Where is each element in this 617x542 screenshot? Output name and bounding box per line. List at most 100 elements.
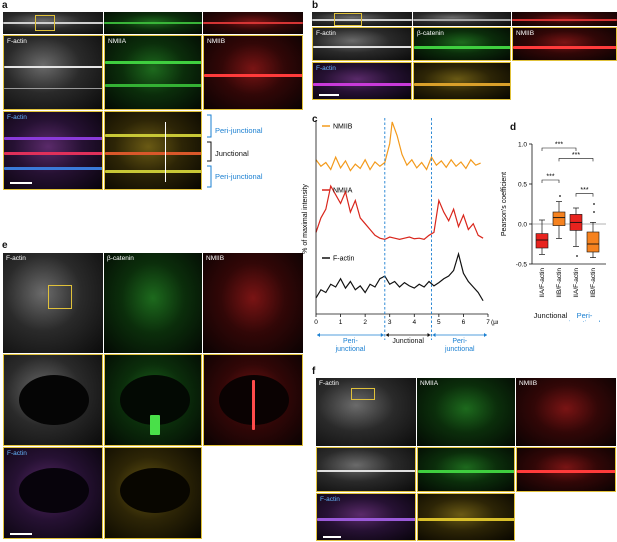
panel-e-zoom-nmiib	[203, 354, 303, 446]
scale-bar	[10, 533, 32, 535]
panel-f-overview-nmiia: NMIIA	[417, 378, 515, 446]
group-label-1: junctional	[568, 319, 601, 322]
channel-label: NMIIB	[519, 380, 538, 387]
region-arrowhead-right-0	[380, 333, 384, 337]
channel-label: F-actin	[7, 114, 27, 121]
channel-label: NMIIA	[420, 380, 439, 387]
significance-label: ***	[555, 142, 563, 149]
x-tick-label: 7	[486, 319, 490, 326]
x-tick-label: 0	[314, 319, 318, 326]
x-tick-label: 5	[437, 319, 441, 326]
panel-label-b: b	[312, 0, 319, 11]
category-label: IIA/F-actin	[573, 268, 580, 298]
panel-label-a: a	[2, 0, 8, 11]
legend-label-2: F-actin	[333, 256, 355, 263]
box-1	[552, 211, 566, 226]
channel-label: NMIIA	[108, 38, 127, 45]
significance-label: ***	[546, 174, 554, 181]
panel-f: F-actin NMIIA NMIIB F-actin	[316, 378, 616, 542]
panel-a-overview-factin	[3, 12, 103, 34]
panel-b-overview-nmiib	[512, 12, 617, 26]
category-label: IIB/F-actin	[590, 268, 597, 298]
significance-bracket	[575, 193, 594, 197]
panel-f-merge: F-actin	[316, 493, 416, 541]
x-tick-label: 4	[412, 319, 416, 326]
x-tick-label: 6	[462, 319, 466, 326]
channel-label: NMIIB	[207, 38, 226, 45]
bracket-peri-junctional-bottom: Peri-junctional	[215, 172, 263, 181]
significance-label: ***	[580, 187, 588, 194]
panel-a-merge-nmii	[104, 111, 202, 190]
region-arrowhead-left-2	[432, 333, 436, 337]
panel-e-zoom-bcatenin	[104, 354, 202, 446]
y-tick-label: 0.0	[518, 222, 527, 229]
panel-b-merge-2	[413, 62, 511, 100]
channel-label: F-actin	[320, 496, 340, 503]
panel-a-overview-nmiia	[104, 12, 202, 34]
panel-b: F-actin β-catenin NMIIB F-actin	[312, 12, 617, 102]
region-arrowhead-right-1	[427, 333, 431, 337]
region-arrowhead-right-2	[484, 333, 487, 337]
panel-f-merge-2	[417, 493, 515, 541]
panel-label-d: d	[510, 122, 517, 133]
panel-f-overview-factin: F-actin	[316, 378, 416, 446]
series-line-1	[315, 184, 484, 241]
region-box	[48, 285, 72, 309]
significance-label: ***	[572, 152, 580, 159]
channel-label: NMIIB	[206, 255, 225, 262]
panel-e-zoom-factin	[3, 354, 103, 446]
panel-label-f: f	[312, 366, 316, 377]
scale-bar	[10, 182, 32, 184]
channel-label: F-actin	[316, 65, 336, 72]
legend-label-0: NMIIB	[333, 124, 353, 131]
scale-bar	[323, 536, 341, 538]
panel-a-overview-nmiib	[203, 12, 303, 34]
box-3	[586, 231, 600, 253]
group-label-1: Peri-	[577, 311, 593, 320]
panel-b-overview-factin	[312, 12, 412, 26]
panel-a: F-actin NMIIA NMIIB F-actin Peri-junctio…	[3, 12, 303, 192]
panel-f-zoom-nmiib	[516, 447, 616, 492]
panel-label-e: e	[2, 240, 8, 251]
region-label-0: Peri-	[343, 338, 358, 345]
outlier-point	[593, 211, 595, 213]
panel-f-zoom-factin	[316, 447, 416, 492]
series-line-0	[315, 121, 481, 172]
x-tick-label: 1	[339, 319, 343, 326]
channel-label: F-actin	[7, 450, 27, 457]
legend-label-1: NMIIA	[333, 188, 353, 195]
y-tick-label: 0.5	[518, 182, 527, 189]
channel-label: F-actin	[6, 255, 26, 262]
outlier-point	[576, 255, 578, 257]
region-box	[334, 13, 362, 26]
y-axis-label: % of maximal intensity	[302, 184, 309, 254]
series-line-2	[315, 251, 484, 302]
x-tick-label: 3	[388, 319, 392, 326]
panel-b-zoom-factin: F-actin	[312, 27, 412, 61]
panel-a-merge: F-actin	[3, 111, 103, 190]
region-label-0: junctional	[335, 346, 366, 353]
significance-bracket	[541, 147, 577, 151]
panel-a-zoom-nmiib: NMIIB	[203, 35, 303, 110]
panel-e-merge: F-actin	[3, 447, 103, 539]
box-0	[535, 233, 549, 249]
panel-e-overview-factin: F-actin	[3, 253, 103, 353]
region-label-2: junctional	[444, 346, 475, 353]
y-axis-label: Pearson's coefficient	[501, 172, 508, 236]
channel-label: β-catenin	[107, 255, 134, 262]
panel-b-zoom-nmiib: NMIIB	[512, 27, 617, 61]
x-tick-label: 2	[363, 319, 367, 326]
region-box	[351, 388, 375, 400]
region-arrowhead-left-1	[385, 333, 389, 337]
channel-label: F-actin	[316, 30, 336, 37]
region-label-2: Peri-	[452, 338, 467, 345]
panel-e: F-actin β-catenin NMIIB F-actin	[3, 253, 303, 542]
channel-label: F-actin	[319, 380, 339, 387]
group-label-0: Junctional	[534, 311, 568, 320]
y-tick-label: -0.5	[516, 262, 528, 269]
significance-bracket	[558, 158, 594, 162]
channel-label: β-catenin	[417, 30, 444, 37]
panel-b-merge: F-actin	[312, 62, 412, 100]
bracket-peri-junctional-top: Peri-junctional	[215, 126, 263, 135]
panel-b-overview-2	[413, 12, 511, 26]
